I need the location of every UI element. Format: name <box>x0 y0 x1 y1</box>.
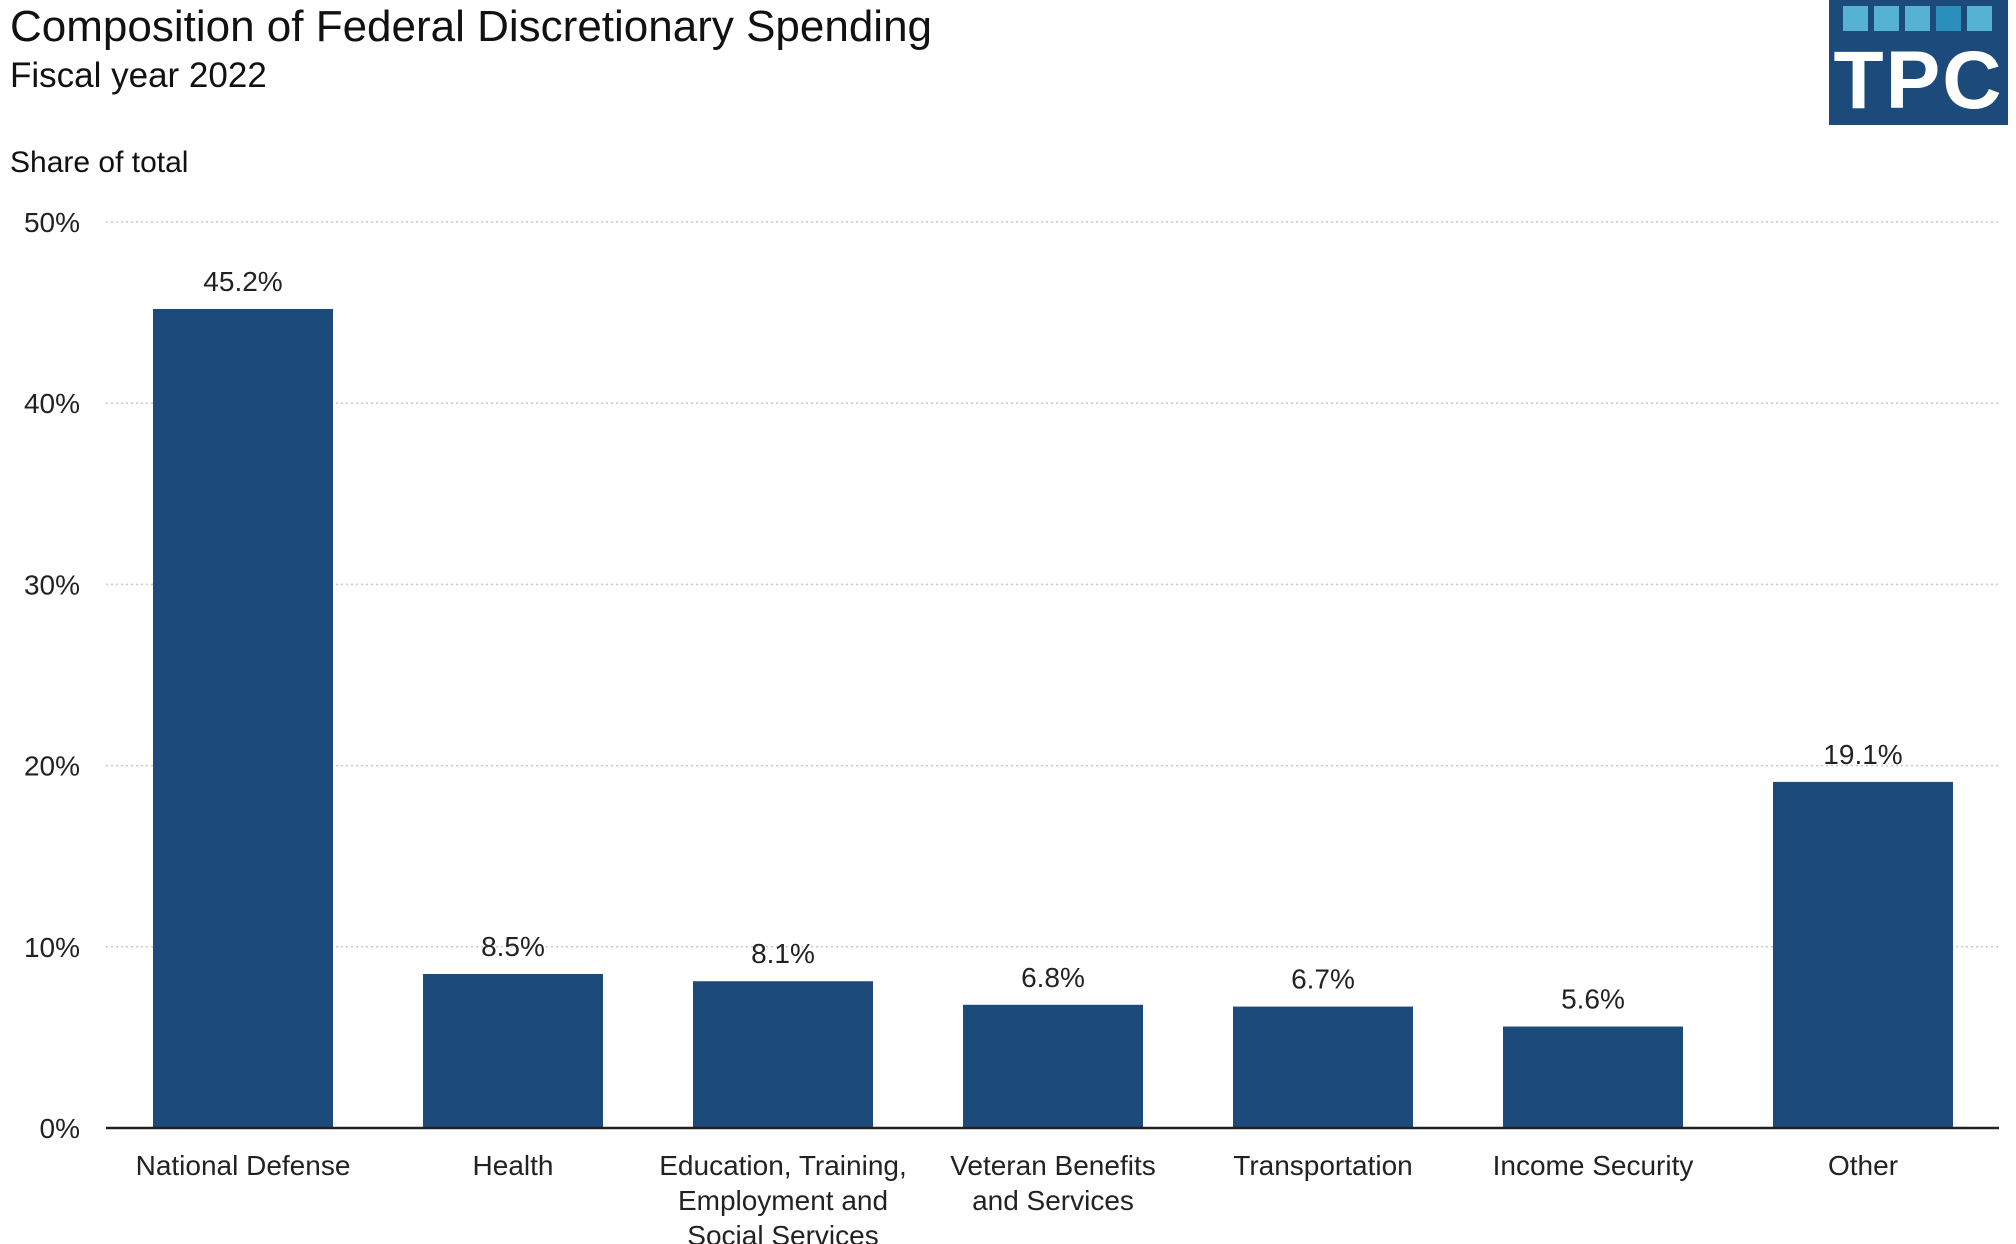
logo-square <box>1936 6 1961 31</box>
x-tick-label: Transportation <box>1233 1150 1413 1181</box>
y-tick-label: 30% <box>24 569 80 600</box>
data-label: 6.8% <box>1021 962 1085 993</box>
y-tick-label: 10% <box>24 932 80 963</box>
bar <box>153 308 333 1128</box>
logo-square <box>1967 6 1992 31</box>
x-tick-label: Employment and <box>678 1185 888 1216</box>
data-label: 6.7% <box>1291 964 1355 995</box>
x-tick-label: Social Services <box>687 1220 878 1244</box>
x-tick-label: Health <box>473 1150 554 1181</box>
logo-square <box>1843 6 1868 31</box>
chart-title: Composition of Federal Discretionary Spe… <box>10 2 933 51</box>
x-tick-label: and Services <box>972 1185 1134 1216</box>
y-tick-label: 0% <box>40 1113 80 1144</box>
bar <box>1773 781 1953 1128</box>
data-label: 5.6% <box>1561 984 1625 1015</box>
tpc-logo: TPC <box>1829 0 2008 126</box>
bar <box>1233 1006 1413 1128</box>
x-tick-label: Income Security <box>1493 1150 1694 1181</box>
logo-square <box>1905 6 1930 31</box>
y-tick-label: 50% <box>24 207 80 238</box>
bar <box>963 1004 1143 1128</box>
data-label: 8.1% <box>751 938 815 969</box>
x-tick-label: National Defense <box>136 1150 351 1181</box>
y-tick-label: 20% <box>24 751 80 782</box>
logo-text: TPC <box>1833 35 2004 126</box>
bar <box>1503 1026 1683 1128</box>
bar <box>423 973 603 1128</box>
data-label: 19.1% <box>1823 739 1902 770</box>
logo-square <box>1874 6 1899 31</box>
x-tick-label: Other <box>1828 1150 1898 1181</box>
bar <box>693 981 873 1128</box>
y-axis-label: Share of total <box>10 146 189 179</box>
data-label: 8.5% <box>481 931 545 962</box>
x-tick-label: Education, Training, <box>659 1150 907 1181</box>
x-tick-label: Veteran Benefits <box>950 1150 1155 1181</box>
data-label: 45.2% <box>203 266 282 297</box>
y-tick-label: 40% <box>24 388 80 419</box>
chart-subtitle: Fiscal year 2022 <box>10 56 267 95</box>
